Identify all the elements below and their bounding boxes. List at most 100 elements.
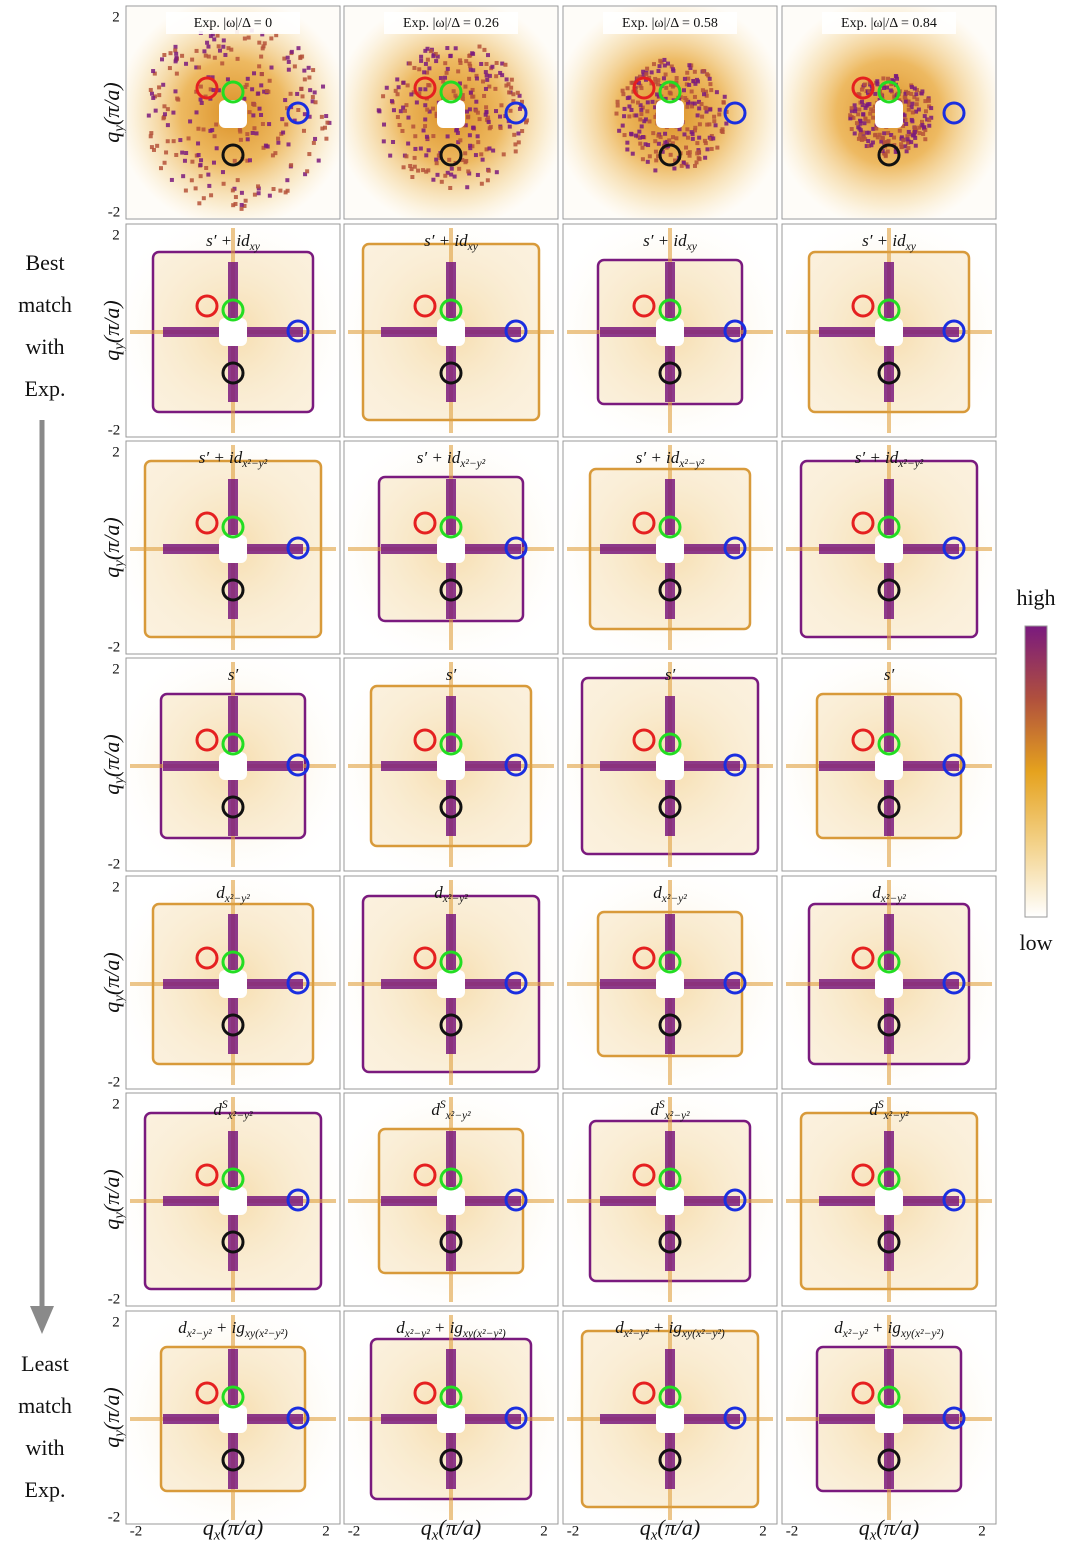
intensity-speck xyxy=(250,87,254,91)
panel: s′ + idxy xyxy=(563,224,777,437)
intensity-speck xyxy=(195,49,199,53)
intensity-speck xyxy=(416,169,420,173)
intensity-speck xyxy=(626,86,630,90)
intensity-speck xyxy=(516,131,520,135)
intensity-speck xyxy=(471,95,475,99)
text-segment: xy(x²−y²) xyxy=(900,1327,944,1340)
intensity-speck xyxy=(266,145,270,149)
intensity-speck xyxy=(397,85,401,89)
intensity-speck xyxy=(508,125,512,129)
center-mask xyxy=(875,970,903,998)
x-axis-label: qx(π/a) xyxy=(421,1515,481,1544)
x-tick-label: 2 xyxy=(322,1523,330,1539)
intensity-speck xyxy=(487,169,491,173)
intensity-speck xyxy=(712,115,716,119)
intensity-speck xyxy=(400,129,404,133)
intensity-speck xyxy=(406,83,410,87)
intensity-speck xyxy=(268,194,272,198)
intensity-speck xyxy=(278,189,282,193)
text-segment: (π/a) xyxy=(99,1169,124,1212)
y-tick-label: 2 xyxy=(112,9,120,25)
intensity-speck xyxy=(900,145,904,149)
text-segment: s′ xyxy=(665,665,676,684)
intensity-speck xyxy=(481,79,485,83)
intensity-speck xyxy=(204,166,208,170)
intensity-speck xyxy=(263,41,267,45)
intensity-speck xyxy=(425,135,429,139)
intensity-speck xyxy=(693,164,697,168)
intensity-speck xyxy=(499,103,503,107)
intensity-speck xyxy=(434,158,438,162)
center-mask xyxy=(437,752,465,780)
y-tick-label: 2 xyxy=(112,444,120,460)
intensity-speck xyxy=(272,187,276,191)
intensity-speck xyxy=(246,77,250,81)
intensity-speck xyxy=(850,106,854,110)
intensity-speck xyxy=(199,85,203,89)
intensity-speck xyxy=(422,70,426,74)
text-segment: (π/a) xyxy=(99,300,124,343)
intensity-speck xyxy=(162,53,166,57)
intensity-speck xyxy=(869,107,873,111)
intensity-speck xyxy=(199,174,203,178)
intensity-speck xyxy=(683,77,687,81)
intensity-speck xyxy=(423,117,427,121)
intensity-speck xyxy=(463,85,467,89)
panel-title: Exp. |ω|/Δ = 0.26 xyxy=(403,16,499,31)
intensity-speck xyxy=(911,110,915,114)
y-tick-label: 2 xyxy=(112,879,120,895)
intensity-speck xyxy=(204,54,208,58)
center-mask xyxy=(437,1405,465,1433)
panel: Exp. |ω|/Δ = 0 xyxy=(126,6,340,219)
intensity-speck xyxy=(308,88,312,92)
center-mask xyxy=(219,1405,247,1433)
intensity-speck xyxy=(700,115,704,119)
text-segment: xy xyxy=(249,240,261,253)
intensity-speck xyxy=(419,55,423,59)
intensity-speck xyxy=(512,133,516,137)
panel: dx²−y² xyxy=(782,876,996,1089)
intensity-speck xyxy=(869,143,873,147)
intensity-speck xyxy=(174,153,178,157)
intensity-speck xyxy=(672,166,676,170)
intensity-speck xyxy=(317,159,321,163)
intensity-speck xyxy=(149,88,153,92)
intensity-speck xyxy=(717,112,721,116)
panel: dx²−y² xyxy=(563,876,777,1089)
intensity-speck xyxy=(260,72,264,76)
intensity-speck xyxy=(703,139,707,143)
intensity-speck xyxy=(269,36,273,40)
y-tick-label: 2 xyxy=(112,227,120,243)
x-tick-label: -2 xyxy=(130,1523,143,1539)
intensity-speck xyxy=(256,184,260,188)
intensity-speck xyxy=(655,92,659,96)
intensity-speck xyxy=(202,196,206,200)
intensity-speck xyxy=(419,147,423,151)
intensity-speck xyxy=(311,68,315,72)
intensity-speck xyxy=(302,129,306,133)
center-mask xyxy=(437,100,465,128)
text-segment: x²−y² xyxy=(842,1327,869,1340)
intensity-speck xyxy=(448,54,452,58)
panel: s′ + idx²−y² xyxy=(344,441,558,654)
intensity-speck xyxy=(411,125,415,129)
x-tick-label: 2 xyxy=(540,1523,548,1539)
panel-title: s′ xyxy=(228,665,239,684)
intensity-speck xyxy=(503,63,507,67)
center-mask xyxy=(437,318,465,346)
intensity-speck xyxy=(253,193,257,197)
intensity-speck xyxy=(478,45,482,49)
intensity-speck xyxy=(873,133,877,137)
intensity-speck xyxy=(637,130,641,134)
center-mask xyxy=(219,318,247,346)
text-segment: xy(x²−y²) xyxy=(244,1327,288,1340)
intensity-speck xyxy=(484,87,488,91)
text-segment: s′ + id xyxy=(855,448,899,467)
intensity-speck xyxy=(395,77,399,81)
intensity-speck xyxy=(226,77,230,81)
text-segment: Exp. |ω|/Δ = 0 xyxy=(194,16,272,31)
intensity-speck xyxy=(401,106,405,110)
intensity-speck xyxy=(502,152,506,156)
intensity-speck xyxy=(406,142,410,146)
intensity-speck xyxy=(500,73,504,77)
